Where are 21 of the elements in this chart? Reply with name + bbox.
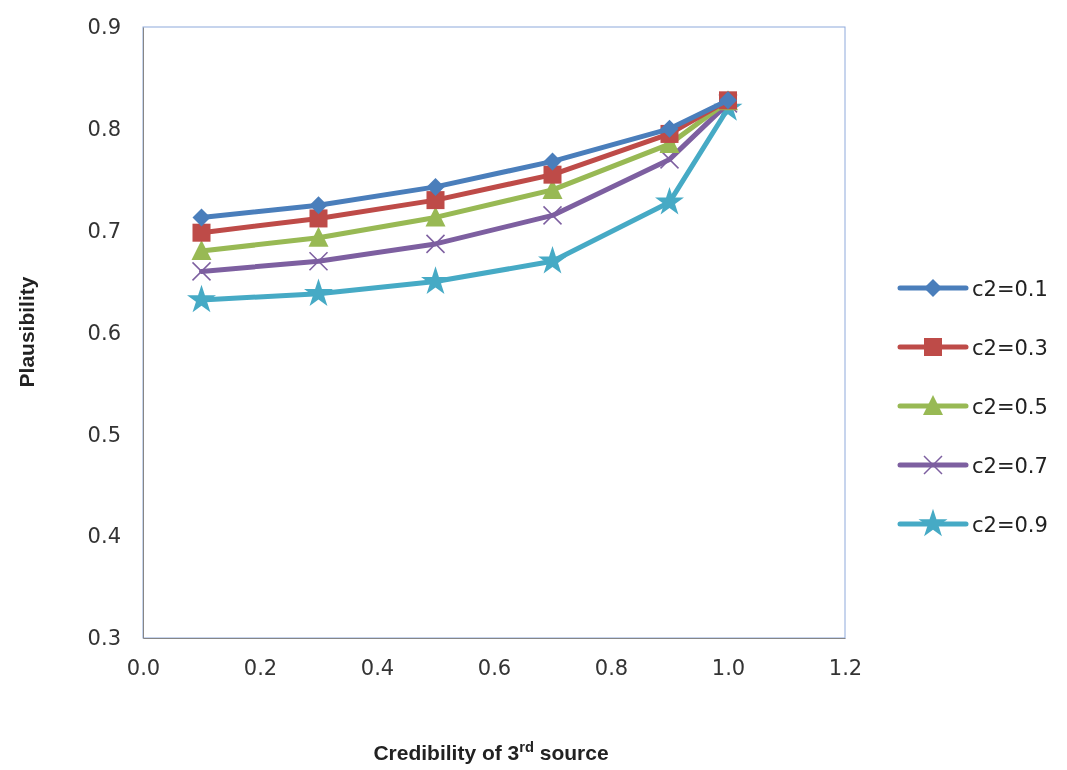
x-tick-label: 0.0 <box>126 655 161 680</box>
y-tick-label: 0.4 <box>87 524 121 549</box>
y-tick-label: 0.3 <box>87 626 121 651</box>
y-axis-title: Plausibility <box>15 276 38 388</box>
legend-label: c2=0.3 <box>972 336 1048 360</box>
x-tick-label: 1.2 <box>828 655 863 680</box>
y-tick-label: 0.7 <box>87 218 121 243</box>
x-tick-label: 0.4 <box>360 655 395 680</box>
x-tick-label: 0.6 <box>477 655 512 680</box>
legend-label: c2=0.5 <box>972 395 1048 419</box>
y-tick-label: 0.6 <box>87 320 121 345</box>
x-tick-label: 0.8 <box>594 655 629 680</box>
y-tick-label: 0.5 <box>87 422 121 447</box>
legend-label: c2=0.9 <box>972 513 1048 537</box>
legend-label: c2=0.1 <box>972 277 1048 301</box>
x-axis-title: Credibility of 3$^{rd}$ source <box>373 739 609 764</box>
y-tick-label: 0.9 <box>87 15 121 40</box>
y-tick-label: 0.8 <box>87 117 121 142</box>
legend-label: c2=0.7 <box>972 454 1048 478</box>
x-tick-label: 1.0 <box>711 655 746 680</box>
x-tick-label: 0.2 <box>243 655 278 680</box>
